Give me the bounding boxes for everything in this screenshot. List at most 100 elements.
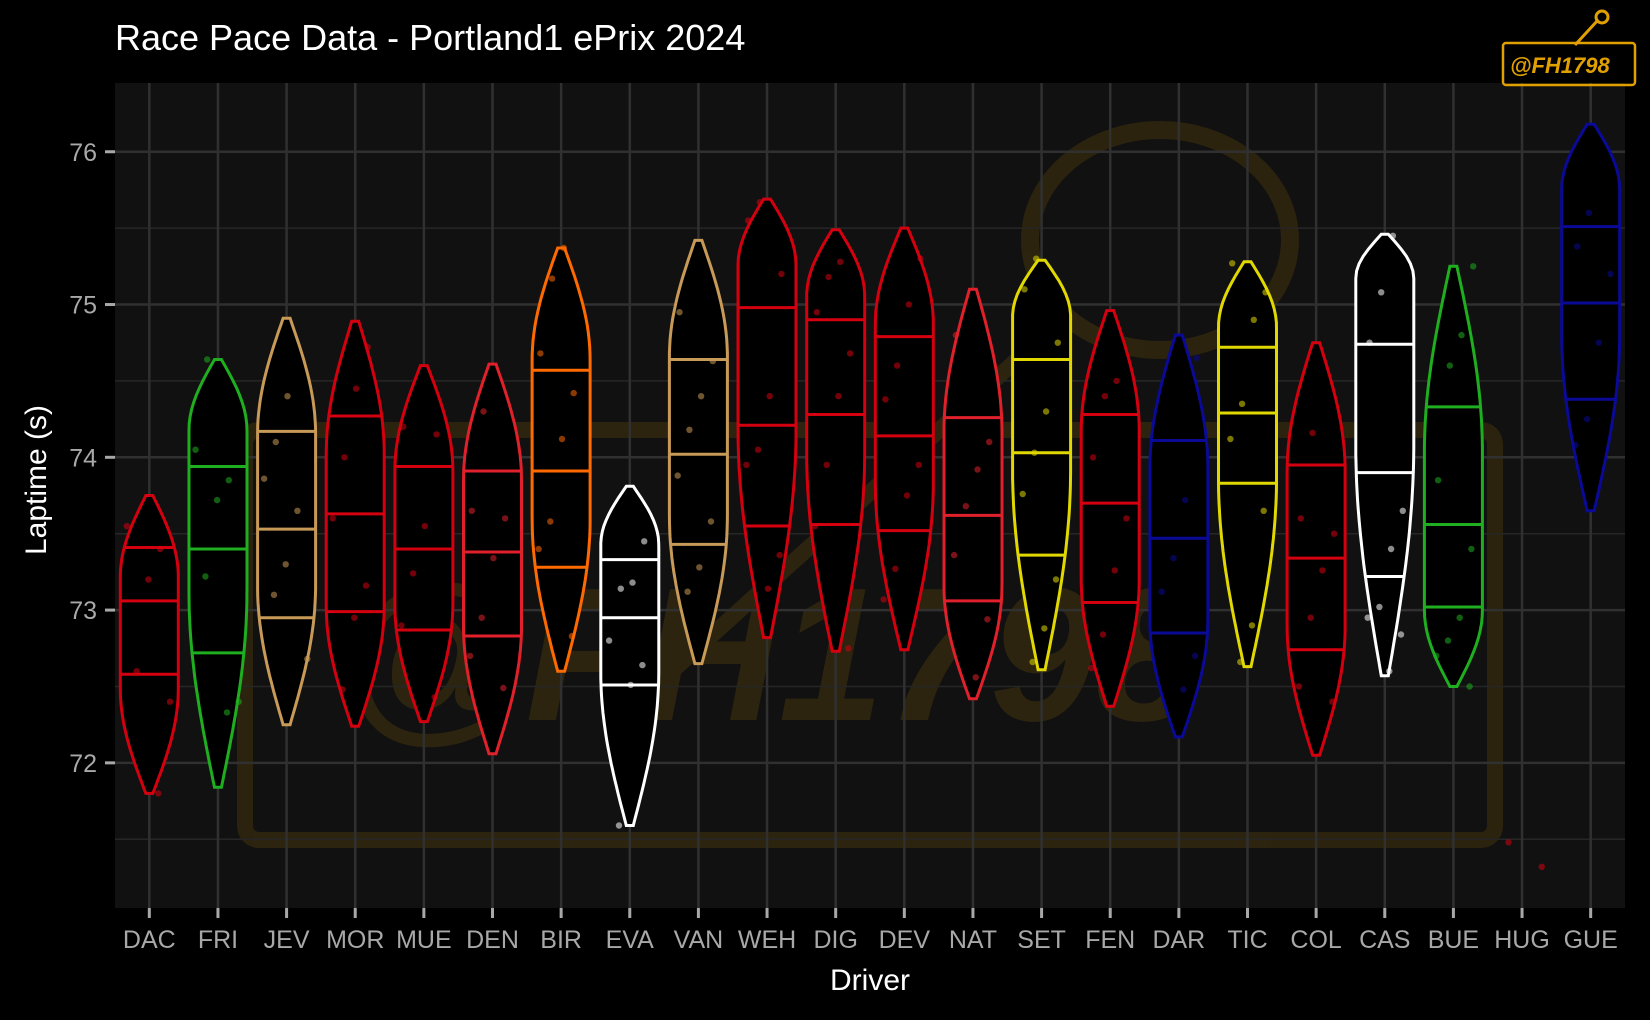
x-tick-label-fen: FEN xyxy=(1085,926,1135,954)
lap-point xyxy=(1366,339,1373,346)
lap-point xyxy=(155,790,162,797)
violin-shape xyxy=(324,319,386,728)
lap-point xyxy=(1364,614,1371,621)
violin-col xyxy=(1285,341,1347,757)
lap-point xyxy=(880,596,887,603)
lap-point xyxy=(1572,441,1579,449)
violin-dev xyxy=(873,226,935,652)
x-tick-label-bir: BIR xyxy=(540,926,582,954)
violin-weh xyxy=(736,197,798,640)
lap-point xyxy=(676,309,683,316)
lap-point xyxy=(1123,515,1130,522)
lap-point xyxy=(984,616,991,623)
lap-point xyxy=(400,423,407,430)
lap-point xyxy=(1033,255,1040,262)
lap-point xyxy=(468,507,475,514)
lap-point xyxy=(1538,863,1546,870)
lap-point xyxy=(558,435,566,443)
violin-mue xyxy=(393,364,455,724)
lap-point xyxy=(364,344,371,351)
chart-title: Race Pace Data - Portland1 ePrix 2024 xyxy=(115,17,745,58)
violin-van xyxy=(667,238,729,666)
lap-point xyxy=(1574,243,1581,250)
lap-point xyxy=(697,393,705,400)
lap-point xyxy=(778,270,785,278)
lap-point xyxy=(1088,664,1095,672)
x-tick-label-mor: MOR xyxy=(326,926,384,954)
lap-point xyxy=(905,301,912,308)
lap-point xyxy=(1052,576,1060,583)
lap-point xyxy=(1111,567,1118,574)
lap-point xyxy=(1262,289,1269,296)
lap-point xyxy=(478,614,485,621)
lap-point xyxy=(1468,545,1475,553)
lap-point xyxy=(1376,603,1383,611)
lap-point xyxy=(421,522,428,530)
lap-point xyxy=(362,582,370,589)
svg-text:@FH1798: @FH1798 xyxy=(1510,53,1610,78)
violin-fri xyxy=(187,358,249,789)
lap-point xyxy=(917,255,924,262)
violin-tic xyxy=(1217,260,1278,669)
lap-point xyxy=(974,466,981,473)
lap-point xyxy=(1031,449,1038,456)
violin-shape xyxy=(1217,260,1278,669)
watermark-logo: @FH1798 xyxy=(1501,9,1637,87)
lap-point xyxy=(433,431,440,438)
lap-point xyxy=(466,652,474,660)
lap-point xyxy=(811,522,819,530)
violin-shape xyxy=(256,316,318,727)
lap-point xyxy=(1386,668,1393,675)
x-tick-label-dev: DEV xyxy=(879,926,931,954)
lap-point xyxy=(986,438,993,446)
lap-point xyxy=(260,475,268,482)
violin-bue xyxy=(1422,264,1484,688)
lap-point xyxy=(341,454,348,461)
violin-shape xyxy=(530,246,592,673)
lap-point xyxy=(1585,209,1593,217)
lap-point xyxy=(1019,490,1026,498)
x-axis: DAC FRI JEV MOR MUE DEN BIR EVA VAN WEH DIG DEV NAT S… xyxy=(123,908,1618,954)
x-tick-label-col: COL xyxy=(1290,926,1342,954)
lap-point xyxy=(709,357,716,365)
x-tick-label-dar: DAR xyxy=(1152,926,1205,954)
lap-point xyxy=(1029,658,1036,666)
lap-point xyxy=(823,461,830,469)
lap-point xyxy=(1158,588,1166,595)
lap-point xyxy=(560,244,567,252)
lap-point xyxy=(235,698,242,705)
lap-point xyxy=(1238,400,1246,407)
violin-gue xyxy=(1560,122,1622,513)
lap-point xyxy=(903,492,911,499)
lap-point xyxy=(846,350,854,357)
lap-point xyxy=(1389,232,1397,239)
violin-shape xyxy=(1079,309,1141,708)
lap-point xyxy=(893,362,901,369)
lap-point xyxy=(674,472,681,479)
lap-point xyxy=(535,545,542,553)
x-tick-label-hug: HUG xyxy=(1494,926,1550,954)
lap-point xyxy=(1433,652,1440,660)
lap-point xyxy=(1193,354,1201,362)
lap-point xyxy=(1397,631,1405,638)
lap-point xyxy=(684,588,691,595)
lap-point xyxy=(270,591,278,598)
lap-point xyxy=(1295,683,1303,690)
lap-point xyxy=(1595,339,1603,346)
lap-point xyxy=(1434,477,1442,484)
lap-point xyxy=(272,438,279,446)
lap-point xyxy=(639,661,646,669)
violin-jev xyxy=(256,316,318,727)
x-tick-label-dac: DAC xyxy=(123,926,176,954)
lap-point xyxy=(1297,515,1305,522)
lap-point xyxy=(950,551,958,559)
x-tick-label-nat: NAT xyxy=(949,926,997,954)
lap-point xyxy=(707,518,715,525)
lap-point xyxy=(1248,622,1256,629)
lap-point xyxy=(1444,637,1452,644)
violin-mor xyxy=(324,319,386,728)
lap-point xyxy=(766,393,773,400)
lap-point xyxy=(1466,683,1473,690)
y-tick-label: 72 xyxy=(69,750,97,778)
violin-nat xyxy=(942,287,1004,701)
